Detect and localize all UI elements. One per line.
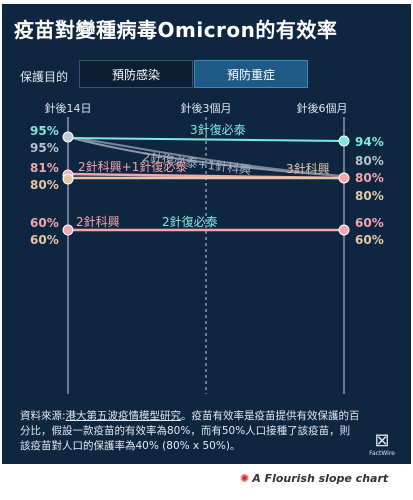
series-label-2sino: 2針科興 <box>76 214 120 229</box>
end-point-94 <box>338 135 350 147</box>
source-text: 。疫苗有效率是疫苗提供有效保護的百分比，假設一款疫苗的有效率為80%，而有50%… <box>20 410 360 452</box>
right-value-label: 60% <box>355 216 384 230</box>
flourish-icon: ✺ <box>240 472 250 485</box>
flourish-credit[interactable]: ✺ A Flourish slope chart <box>240 472 388 485</box>
series-label-2sino-1bnt: 2針科興+1針復必泰 <box>78 159 187 174</box>
source-note: 資料來源:港大第五波疫情模型研究。疫苗有效率是疫苗提供有效保護的百分比，假設一款… <box>20 409 360 454</box>
left-value-label: 81% <box>30 161 59 175</box>
x-tick-label-0: 針後14日 <box>45 101 92 115</box>
factwire-icon: ⊠ <box>374 430 390 451</box>
left-value-label: 95% <box>30 124 59 138</box>
left-value-label: 60% <box>30 233 59 247</box>
series-line-gray-2 <box>67 136 345 177</box>
chart-card: 疫苗對變種病毒Omicron的有效率 保護目的 預防感染 預防重症 針後14日 … <box>2 4 411 464</box>
tab-prevent-infection[interactable]: 預防感染 <box>79 60 193 88</box>
slope-chart: 針後14日 針後3個月 針後6個月 95% 95% 81% 80% 60% 60… <box>30 101 384 394</box>
page-title: 疫苗對變種病毒Omicron的有效率 <box>14 18 338 42</box>
brand-name: FactWire <box>369 450 395 457</box>
right-value-label: 80% <box>355 171 384 185</box>
start-point-60 <box>62 224 74 236</box>
start-point-80 <box>62 173 74 185</box>
series-label-3dose-bnt: 3針復必泰 <box>190 122 246 137</box>
left-value-label: 80% <box>30 178 59 192</box>
left-value-label: 60% <box>30 216 59 230</box>
left-value-label: 95% <box>30 141 59 155</box>
tab-prevent-severe[interactable]: 預防重症 <box>194 60 308 88</box>
end-point-60 <box>338 224 350 236</box>
start-point-95 <box>62 131 74 143</box>
right-value-label: 60% <box>355 233 384 247</box>
source-prefix: 資料來源: <box>20 410 66 422</box>
x-tick-label-1: 針後3個月 <box>181 101 232 115</box>
series-label-3dose-sino: 3針科興 <box>286 161 330 176</box>
end-point-80 <box>338 172 350 184</box>
series-label-2bnt: 2針復必泰 <box>162 214 218 229</box>
source-link[interactable]: 港大第五波疫情模型研究 <box>65 410 182 422</box>
brand-logo: ⊠ FactWire <box>366 430 398 458</box>
series-line-3dose-bnt <box>67 137 345 142</box>
right-value-label: 80% <box>355 189 384 203</box>
filter-label: 保護目的 <box>20 70 69 84</box>
right-value-label: 94% <box>355 135 384 149</box>
x-tick-label-2: 針後6個月 <box>297 101 348 115</box>
right-value-label: 80% <box>355 154 384 168</box>
credit-text: A Flourish slope chart <box>252 472 389 485</box>
